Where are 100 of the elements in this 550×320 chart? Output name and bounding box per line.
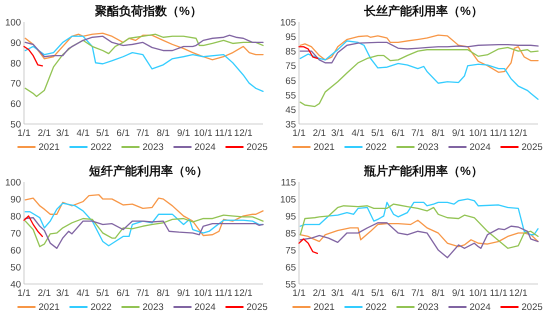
y-tick-label: 95 (285, 212, 296, 222)
x-tick-label: 7/1 (136, 288, 150, 299)
x-tick-label: 6/1 (392, 288, 405, 299)
legend-label: 2022 (366, 302, 387, 313)
x-tick-label: 11/1 (214, 288, 233, 299)
y-tick-label: 45 (285, 104, 296, 116)
legend-label: 2025 (522, 302, 543, 313)
legend-label: 2025 (246, 142, 268, 153)
x-tick-label: 5/1 (96, 288, 110, 299)
x-tick-label: 10/1 (194, 128, 212, 139)
y-tick-label: 50 (10, 262, 21, 274)
y-tick-label: 55 (285, 90, 296, 102)
x-tick-label: 8/1 (432, 288, 445, 299)
legend-label: 2021 (38, 142, 60, 153)
legend-label: 2024 (470, 302, 491, 313)
x-tick-label: 3/1 (331, 128, 344, 139)
y-tick-label: 70 (10, 228, 21, 240)
legend-label: 2024 (194, 142, 216, 153)
x-tick-label: 9/1 (176, 128, 190, 139)
x-tick-label: 12/1 (234, 288, 253, 299)
legend-label: 2022 (90, 142, 112, 153)
x-tick-label: 11/1 (490, 288, 508, 299)
y-tick-label: 105 (280, 194, 296, 206)
y-tick-label: 50 (10, 120, 21, 130)
legend-label: 2024 (470, 142, 491, 153)
chart-title: 长丝产能利用率（%） (363, 4, 483, 18)
x-tick-label: 1/1 (292, 288, 306, 299)
y-tick-label: 100 (5, 18, 21, 28)
y-tick-label: 80 (10, 58, 21, 70)
legend-label: 2023 (418, 142, 439, 153)
x-tick-label: 7/1 (411, 288, 424, 299)
x-tick-label: 12/1 (509, 128, 528, 139)
x-tick-label: 4/1 (351, 288, 365, 299)
legend-label: 2021 (38, 302, 60, 313)
x-tick-label: 7/1 (411, 128, 424, 139)
y-tick-label: 55 (285, 280, 296, 290)
legend-label: 2025 (246, 302, 268, 313)
x-tick-label: 2/1 (312, 288, 326, 299)
y-tick-label: 85 (285, 228, 296, 240)
legend-label: 2024 (194, 302, 216, 313)
legend-label: 2022 (366, 142, 387, 153)
x-tick-label: 3/1 (56, 128, 70, 139)
x-tick-label: 12/1 (509, 288, 528, 299)
x-tick-label: 4/1 (76, 288, 90, 299)
x-tick-label: 10/1 (194, 288, 212, 299)
y-tick-label: 105 (280, 18, 296, 28)
chart-title: 瓶片产能利用率（%） (363, 164, 483, 178)
x-tick-label: 1/1 (17, 288, 31, 299)
legend-label: 2023 (142, 302, 164, 313)
x-tick-label: 3/1 (331, 288, 344, 299)
legend-label: 2021 (314, 142, 335, 153)
x-tick-label: 3/1 (56, 288, 70, 299)
y-tick-label: 80 (10, 212, 21, 222)
x-tick-label: 6/1 (392, 128, 405, 139)
y-tick-label: 70 (10, 78, 21, 90)
x-tick-label: 2/1 (312, 128, 326, 139)
x-tick-label: 8/1 (432, 128, 445, 139)
legend-label: 2025 (522, 142, 543, 153)
y-tick-label: 95 (285, 32, 296, 44)
chart-title: 短纤产能利用率（%） (88, 164, 208, 178)
y-tick-label: 60 (10, 246, 21, 256)
x-tick-label: 9/1 (452, 288, 466, 299)
x-tick-label: 8/1 (156, 288, 170, 299)
y-tick-label: 90 (10, 194, 21, 206)
legend-label: 2021 (314, 302, 335, 313)
x-tick-label: 11/1 (214, 128, 233, 139)
x-tick-label: 9/1 (452, 128, 466, 139)
y-tick-label: 115 (280, 178, 296, 188)
x-tick-label: 5/1 (96, 128, 110, 139)
x-tick-label: 2/1 (38, 288, 51, 299)
y-tick-label: 65 (285, 76, 296, 87)
y-tick-label: 100 (5, 178, 21, 188)
y-tick-label: 75 (285, 246, 296, 256)
legend-label: 2023 (142, 142, 164, 153)
x-tick-label: 10/1 (469, 288, 488, 299)
x-tick-label: 11/1 (490, 128, 508, 139)
chart-title: 聚酯负荷指数（%） (94, 4, 202, 18)
x-tick-label: 9/1 (176, 288, 190, 299)
y-tick-label: 75 (285, 61, 296, 72)
y-tick-label: 65 (285, 262, 296, 274)
y-tick-label: 60 (10, 99, 21, 110)
x-tick-label: 6/1 (116, 288, 130, 299)
legend-label: 2022 (90, 302, 112, 313)
x-tick-label: 6/1 (116, 128, 130, 139)
x-tick-label: 1/1 (292, 128, 306, 139)
x-tick-label: 12/1 (234, 128, 253, 139)
legend-label: 2023 (418, 302, 439, 313)
y-tick-label: 40 (10, 280, 21, 290)
x-tick-label: 1/1 (17, 128, 31, 139)
x-tick-label: 10/1 (469, 128, 488, 139)
y-tick-label: 85 (285, 46, 296, 58)
x-tick-label: 4/1 (76, 128, 90, 139)
x-tick-label: 5/1 (371, 288, 384, 299)
x-tick-label: 4/1 (351, 128, 365, 139)
x-tick-label: 2/1 (38, 128, 51, 139)
x-tick-label: 7/1 (136, 128, 150, 139)
x-tick-label: 8/1 (156, 128, 170, 139)
x-tick-label: 5/1 (371, 128, 384, 139)
y-tick-label: 90 (10, 38, 21, 49)
y-tick-label: 35 (285, 120, 296, 130)
